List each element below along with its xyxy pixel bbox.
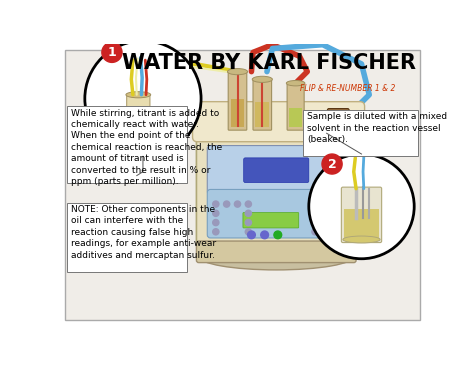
Ellipse shape (286, 81, 305, 86)
Circle shape (345, 201, 351, 207)
Circle shape (245, 210, 251, 216)
Ellipse shape (343, 236, 380, 243)
Circle shape (323, 201, 329, 207)
FancyBboxPatch shape (196, 118, 360, 250)
Circle shape (312, 229, 318, 235)
Circle shape (323, 229, 329, 235)
Circle shape (312, 201, 318, 207)
Circle shape (224, 201, 230, 207)
Circle shape (312, 210, 318, 216)
FancyBboxPatch shape (67, 202, 187, 272)
FancyBboxPatch shape (207, 190, 349, 238)
Bar (230, 98, 245, 127)
Ellipse shape (126, 92, 151, 98)
Circle shape (345, 220, 351, 226)
Text: While stirring, titrant is added to
chemically react with water.
When the end po: While stirring, titrant is added to chem… (71, 109, 222, 186)
Circle shape (323, 220, 329, 226)
FancyBboxPatch shape (65, 50, 420, 320)
FancyBboxPatch shape (244, 158, 309, 183)
Circle shape (334, 210, 340, 216)
Text: 1: 1 (108, 46, 116, 59)
FancyBboxPatch shape (192, 102, 365, 142)
Bar (290, 108, 302, 127)
Circle shape (245, 229, 251, 235)
Bar (129, 109, 147, 131)
Circle shape (345, 229, 351, 235)
FancyBboxPatch shape (207, 146, 349, 194)
Ellipse shape (228, 68, 247, 75)
Circle shape (274, 231, 282, 239)
FancyBboxPatch shape (67, 106, 187, 183)
Bar (255, 102, 269, 127)
FancyBboxPatch shape (303, 110, 418, 156)
Circle shape (261, 231, 268, 239)
Circle shape (245, 201, 251, 207)
FancyBboxPatch shape (287, 82, 304, 130)
Circle shape (312, 220, 318, 226)
Circle shape (235, 201, 241, 207)
Circle shape (334, 201, 340, 207)
Circle shape (334, 220, 340, 226)
Circle shape (245, 220, 251, 226)
Circle shape (247, 231, 255, 239)
FancyBboxPatch shape (319, 119, 357, 194)
Bar (345, 209, 379, 239)
Ellipse shape (128, 129, 149, 134)
FancyBboxPatch shape (253, 79, 272, 130)
Circle shape (213, 229, 219, 235)
Text: NOTE: Other components in the
oil can interfere with the
reaction causing false : NOTE: Other components in the oil can in… (71, 205, 216, 259)
Circle shape (323, 210, 329, 216)
Circle shape (334, 229, 340, 235)
FancyBboxPatch shape (127, 94, 150, 134)
Circle shape (213, 220, 219, 226)
Text: FLIP & RE-NUMBER 1 & 2: FLIP & RE-NUMBER 1 & 2 (300, 84, 395, 93)
FancyBboxPatch shape (328, 109, 349, 127)
Text: WATER BY KARL FISCHER: WATER BY KARL FISCHER (122, 53, 416, 73)
Circle shape (322, 154, 342, 174)
Circle shape (345, 210, 351, 216)
Circle shape (309, 154, 414, 259)
FancyBboxPatch shape (243, 213, 299, 228)
Circle shape (213, 201, 219, 207)
FancyBboxPatch shape (196, 241, 356, 262)
Circle shape (85, 41, 201, 156)
Ellipse shape (199, 243, 354, 270)
Circle shape (213, 210, 219, 216)
Ellipse shape (252, 76, 273, 82)
Text: Sample is diluted with a mixed
solvent in the reaction vessel
(beaker).: Sample is diluted with a mixed solvent i… (307, 112, 447, 144)
FancyBboxPatch shape (228, 71, 247, 130)
FancyBboxPatch shape (341, 187, 382, 243)
Text: 2: 2 (328, 157, 337, 171)
Circle shape (102, 42, 122, 62)
